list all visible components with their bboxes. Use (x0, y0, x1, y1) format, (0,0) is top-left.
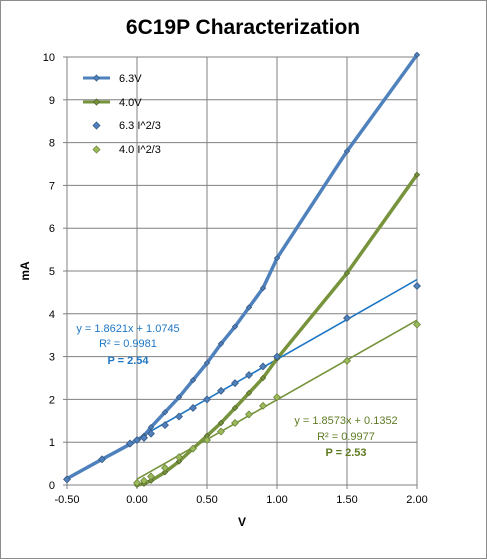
trendline-6-3-annotation: y = 1.8621x + 1.0745 R² = 0.9981 P = 2.5… (76, 323, 179, 367)
x-axis-ticks: -0.50 0.00 0.50 1.00 1.50 2.00 (54, 485, 428, 506)
data-point-4-0-i-2-3 (147, 472, 155, 481)
data-point-4-0-i-2-3 (133, 478, 141, 487)
legend-4-0v-marker (92, 98, 101, 106)
y-tick-label: 1 (49, 437, 55, 449)
legend-6-3-i23-label: 6.3 I^2/3 (119, 120, 161, 132)
y-axis-ticks: 0 1 2 3 4 5 6 7 8 9 10 (43, 52, 67, 492)
legend-item-6-3-i23: 6.3 I^2/3 (92, 120, 161, 132)
data-point-4-0v (413, 171, 421, 178)
y-tick-label: 7 (49, 180, 55, 192)
data-point-6-3-i-2-3 (63, 475, 71, 484)
x-tick-label: 0.50 (196, 494, 217, 506)
data-point-6-3-i-2-3 (343, 314, 351, 323)
data-point-6-3v (161, 409, 169, 416)
trendline-4-0-annotation: y = 1.8573x + 0.1352 R² = 0.9977 P = 2.5… (294, 415, 397, 459)
data-point-4-0v (217, 419, 225, 427)
y-tick-label: 4 (49, 309, 55, 321)
trendline-6-3-r2: R² = 0.9981 (99, 338, 157, 350)
x-tick-label: -0.50 (54, 494, 79, 506)
legend-4-0-i23-label: 4.0 I^2/3 (119, 144, 161, 156)
y-tick-label: 8 (49, 138, 55, 150)
data-point-4-0-i-2-3 (245, 410, 253, 419)
data-point-6-3-i-2-3 (98, 455, 106, 464)
y-tick-label: 3 (49, 352, 55, 364)
data-point-4-0-i-2-3 (259, 401, 267, 410)
data-point-6-3-i-2-3 (133, 436, 141, 445)
x-tick-label: 1.00 (266, 494, 287, 506)
data-point-4-0-i-2-3 (231, 418, 239, 427)
series-layer (63, 51, 421, 489)
x-axis-label: V (238, 515, 246, 529)
legend: 6.3V 4.0V 6.3 I^2/3 4.0 I^2/3 (83, 73, 161, 156)
data-point-4-0-i-2-3 (203, 436, 211, 445)
data-point-6-3v (273, 254, 281, 262)
plot-area (66, 56, 418, 486)
data-point-6-3-i-2-3 (161, 421, 169, 430)
data-point-6-3v (217, 340, 225, 347)
y-tick-label: 2 (49, 394, 55, 406)
data-point-6-3-i-2-3 (203, 395, 211, 404)
y-axis-label: mA (18, 261, 32, 281)
legend-6-3-i23-marker (92, 121, 101, 130)
data-point-6-3-i-2-3 (189, 403, 197, 412)
data-point-6-3-i-2-3 (126, 439, 134, 448)
legend-item-6-3v: 6.3V (83, 73, 142, 85)
x-tick-label: 1.50 (336, 494, 357, 506)
data-point-4-0-i-2-3 (189, 444, 197, 453)
y-tick-label: 9 (49, 95, 55, 107)
y-tick-label: 6 (49, 223, 55, 235)
data-point-6-3-i-2-3 (140, 433, 148, 442)
legend-item-4-0-i23: 4.0 I^2/3 (92, 144, 161, 156)
data-point-6-3-i-2-3 (245, 371, 253, 379)
data-point-4-0-i-2-3 (217, 427, 225, 436)
data-point-6-3v (259, 284, 267, 292)
data-point-6-3-i-2-3 (217, 386, 225, 395)
data-point-6-3v (189, 376, 197, 384)
data-point-4-0v (161, 468, 169, 476)
data-point-6-3-i-2-3 (273, 352, 281, 361)
data-point-6-3v (175, 394, 183, 401)
trendline-6-3-equation: y = 1.8621x + 1.0745 (76, 323, 179, 335)
data-point-6-3v (343, 147, 351, 155)
trendline-6-3-p: P = 2.54 (107, 355, 149, 367)
legend-4-0v-label: 4.0V (119, 97, 142, 109)
data-point-4-0v (259, 374, 267, 382)
trendline-4-0-r2: R² = 0.9977 (317, 431, 375, 443)
y-tick-label: 5 (49, 266, 55, 278)
data-point-4-0-i-2-3 (175, 453, 183, 462)
data-point-6-3-i-2-3 (175, 412, 183, 421)
data-point-6-3v (231, 323, 239, 330)
data-point-4-0v (147, 477, 155, 484)
data-point-6-3-i-2-3 (259, 362, 267, 371)
y-tick-label: 0 (49, 480, 55, 492)
x-tick-label: 2.00 (406, 494, 427, 506)
data-point-6-3-i-2-3 (147, 429, 155, 438)
data-point-4-0v (231, 404, 239, 412)
legend-6-3v-label: 6.3V (119, 73, 142, 85)
chart-title: 6C19P Characterization (126, 16, 360, 39)
legend-6-3v-marker (92, 74, 101, 82)
data-point-4-0-i-2-3 (140, 476, 148, 485)
legend-item-4-0v: 4.0V (83, 97, 142, 109)
data-point-6-3v (245, 304, 253, 311)
trendline-4-0-equation: y = 1.8573x + 0.1352 (294, 415, 397, 427)
data-point-4-0v (175, 458, 183, 465)
legend-4-0-i23-marker (92, 145, 101, 154)
data-point-4-0v (343, 269, 351, 277)
data-point-6-3-i-2-3 (413, 282, 421, 290)
data-point-4-0-i-2-3 (273, 393, 281, 402)
data-point-4-0-i-2-3 (343, 356, 351, 365)
data-point-6-3v (413, 51, 421, 59)
data-point-4-0-i-2-3 (161, 463, 169, 472)
x-tick-label: 0.00 (126, 494, 147, 506)
data-point-4-0v (245, 389, 253, 397)
data-point-4-0-i-2-3 (413, 320, 421, 329)
y-tick-label: 10 (43, 52, 55, 64)
trendline-4-0-p: P = 2.53 (325, 447, 366, 459)
data-point-6-3-i-2-3 (231, 379, 239, 388)
data-point-6-3v (203, 359, 211, 367)
series-line-4-0v (136, 173, 419, 487)
